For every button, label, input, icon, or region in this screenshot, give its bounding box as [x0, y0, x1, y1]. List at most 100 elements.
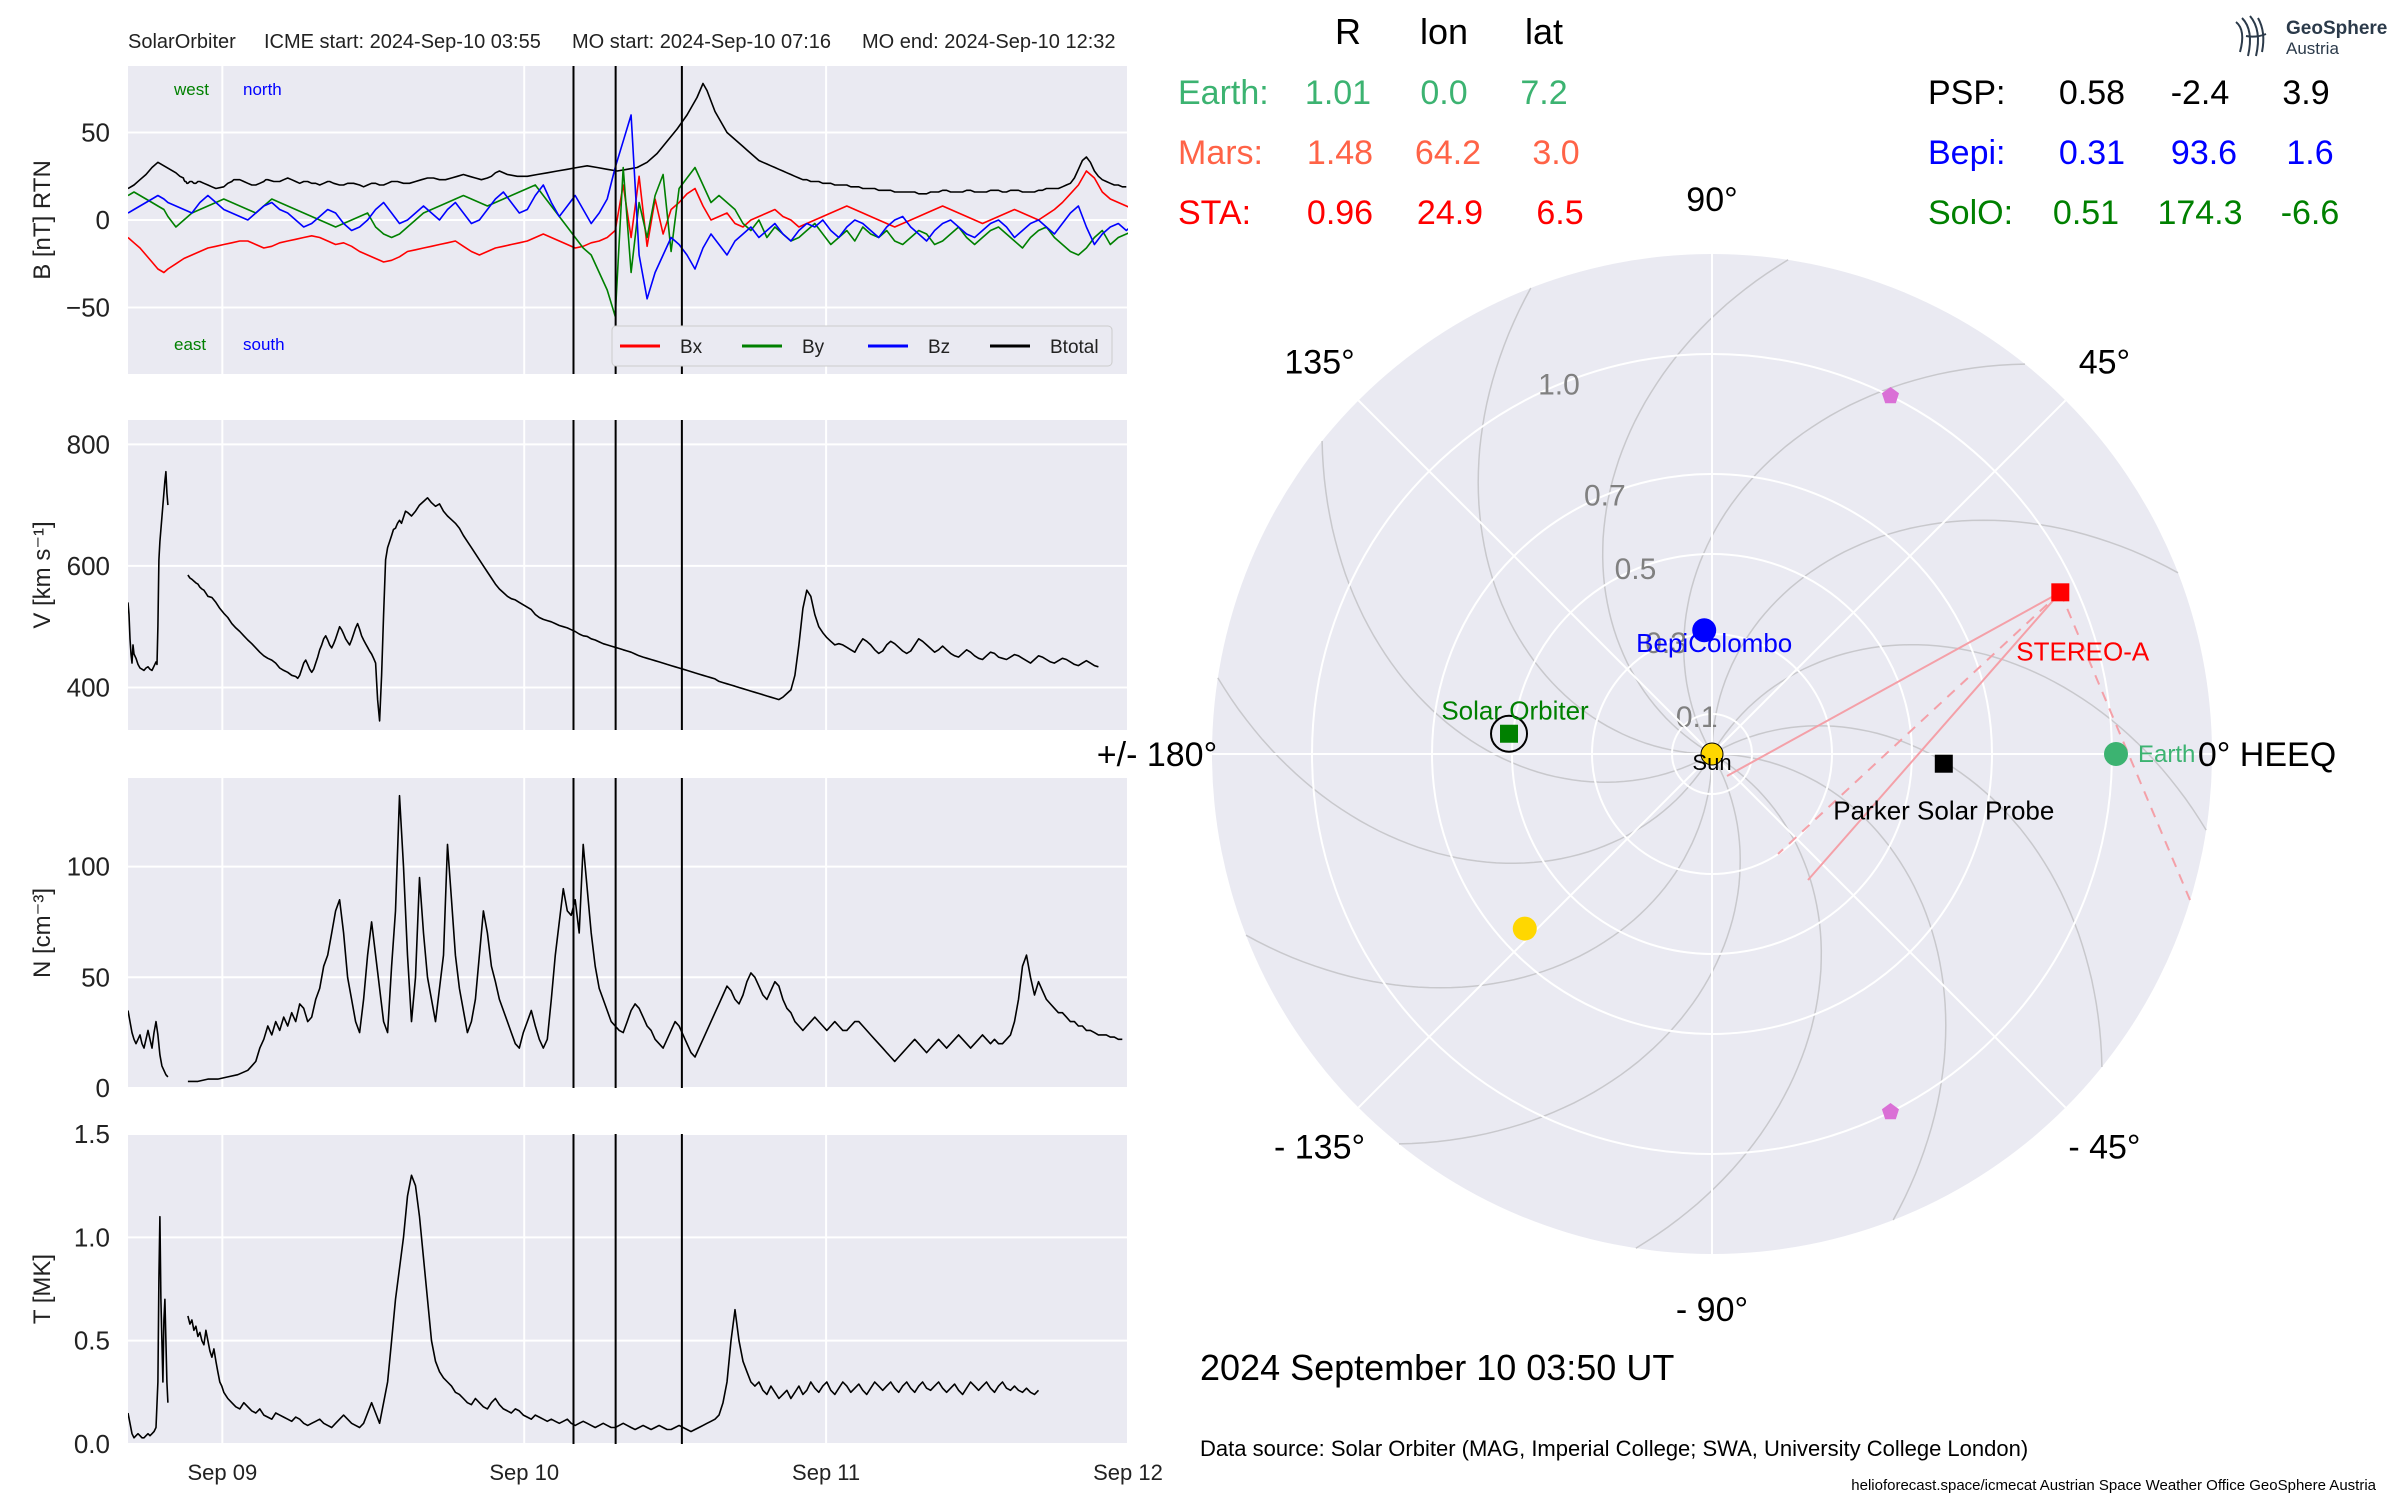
radial-label: 1.0: [1538, 368, 1580, 401]
spiral-line: [1245, 753, 1713, 989]
annotation-west: west: [173, 80, 209, 99]
fov-line: [2059, 591, 2191, 901]
parker-spirals: [1217, 259, 2207, 1249]
series-line-by: [128, 166, 1128, 318]
y-tick-label: 0: [96, 1073, 110, 1103]
body-bepicolombo: BepiColombo: [1636, 618, 1792, 658]
series-line-btotal: [128, 82, 1127, 195]
solo-name: SolO:: [1928, 194, 2013, 232]
y-tick-label: 100: [67, 852, 110, 882]
body-marker-pentagon: [1881, 387, 1899, 404]
earth-name: Earth:: [1178, 74, 1269, 112]
angular-gridline: [1357, 399, 1713, 755]
y-tick-label: 50: [81, 962, 110, 992]
mars-lon: 64.2: [1415, 134, 1481, 172]
header-icme-start: ICME start: 2024-Sep-10 03:55: [264, 31, 541, 53]
angle-label: - 45°: [2068, 1128, 2140, 1166]
body-label: STEREO-A: [2016, 636, 2150, 666]
body-marker-circle: [2104, 742, 2128, 766]
panel-density: 100 50 0 N [cm⁻³]: [29, 778, 1129, 1103]
earth-lat: 7.2: [1520, 74, 1567, 112]
x-tick-label: Sep 10: [489, 1460, 559, 1485]
spiral-line: [1601, 259, 1789, 755]
series-line-t: [187, 1174, 1040, 1433]
fov-line: [1807, 591, 2062, 881]
x-tick-label: Sep 09: [187, 1460, 257, 1485]
x-tick-label: Sep 11: [792, 1460, 860, 1485]
series-group: [128, 82, 1128, 318]
body-marker-square: [1934, 754, 1953, 773]
header-spacecraft: SolarOrbiter: [128, 31, 236, 53]
solo-r: 0.51: [2053, 194, 2119, 232]
bepi-r: 0.31: [2059, 134, 2125, 172]
body-label: Sun: [1692, 750, 1731, 775]
legend-box: [611, 325, 1113, 367]
body-marker-b: [1881, 1103, 1899, 1120]
stereo-a-fov-lines: [1726, 591, 2191, 901]
spiral-line: [1635, 753, 1823, 1249]
mars-r: 1.48: [1307, 134, 1373, 172]
time-series-panels: 50 0 −50 B [nT] RTN 800 600 400 V [km s⁻¹] 100 50…: [29, 66, 1163, 1485]
angular-gridline: [1711, 753, 2067, 1109]
header-mo-end: MO end: 2024-Sep-10 12:32: [862, 31, 1116, 53]
body-earth: Earth: [2104, 741, 2195, 768]
panel-temperature: 1.5 1.0 0.5 0.0 T [MK] Sep 09 Sep 10 Sep 11 Sep …: [29, 1119, 1163, 1485]
sta-name: STA:: [1178, 194, 1251, 232]
body-stereo-a: STEREO-A: [2016, 583, 2150, 666]
sta-lat: 6.5: [1536, 194, 1583, 232]
body-sun: Sun: [1692, 742, 1732, 775]
body-marker-pentagon: [1881, 1103, 1899, 1120]
body-label: Solar Orbiter: [1441, 696, 1589, 726]
series-group: [128, 1174, 1040, 1439]
y-tick-label: 0.5: [74, 1326, 110, 1356]
angle-label: 135°: [1284, 344, 1354, 382]
body-marker-circle: [1512, 916, 1537, 941]
mars-lat: 3.0: [1532, 134, 1579, 172]
y-tick-label: 50: [81, 118, 110, 148]
angle-label: 0° HEEQ: [2198, 736, 2336, 774]
body-label: Earth: [2138, 741, 2195, 768]
y-axis-label: B [nT] RTN: [29, 160, 56, 280]
table-header-r: R: [1335, 11, 1361, 52]
body-marker-circle: [1700, 742, 1724, 766]
angle-label: 90°: [1686, 181, 1737, 219]
angle-label: - 90°: [1676, 1291, 1748, 1329]
angle-label: +/- 180°: [1097, 736, 1217, 774]
y-axis-label: N [cm⁻³]: [29, 888, 56, 978]
table-header-lat: lat: [1525, 11, 1563, 52]
earth-lon: 0.0: [1420, 74, 1467, 112]
table-header-lon: lon: [1420, 11, 1468, 52]
y-tick-label: 400: [67, 672, 110, 702]
spiral-line: [1711, 725, 2103, 1068]
logo-line2: Austria: [2286, 39, 2339, 58]
panel-background: [128, 420, 1128, 730]
footer-credits: helioforecast.space/icmecat Austrian Spa…: [1851, 1477, 2376, 1494]
annotation-east: east: [174, 335, 206, 354]
body-parker-solar-probe: Parker Solar Probe: [1833, 754, 2054, 826]
solo-lon: 174.3: [2157, 194, 2242, 232]
spiral-line: [1477, 287, 1713, 755]
header-line: SolarOrbiter ICME start: 2024-Sep-10 03:…: [128, 31, 1116, 53]
y-tick-label: 1.5: [74, 1119, 110, 1149]
bepi-lat: 1.6: [2286, 134, 2333, 172]
body-marker-square: [1500, 724, 1519, 743]
sta-lon: 24.9: [1417, 194, 1483, 232]
polar-position-plot: 0.1 0.3 0.5 0.7 1.0 90° 45° 0° HEEQ - 45° - 90° - …: [1097, 181, 2336, 1329]
panel-background: [128, 778, 1128, 1088]
radial-label: 0.5: [1615, 553, 1657, 586]
date-label: 2024 September 10 03:50 UT: [1200, 1347, 1674, 1388]
series-line-v: [187, 497, 1099, 722]
spiral-line: [1683, 363, 2026, 755]
body-label: BepiColombo: [1636, 628, 1792, 658]
spiral-line: [1398, 753, 1741, 1145]
body-label: Parker Solar Probe: [1833, 796, 2054, 826]
spiral-line: [1711, 753, 1947, 1221]
spiral-line: [1321, 440, 1713, 783]
series-line-bx: [128, 170, 1128, 274]
body-marker-square: [2051, 583, 2070, 602]
y-tick-label: 600: [67, 551, 110, 581]
spiral-line: [1711, 519, 2179, 755]
annotation-north: north: [243, 80, 282, 99]
b-panel-annotations: west north east south: [173, 80, 285, 354]
